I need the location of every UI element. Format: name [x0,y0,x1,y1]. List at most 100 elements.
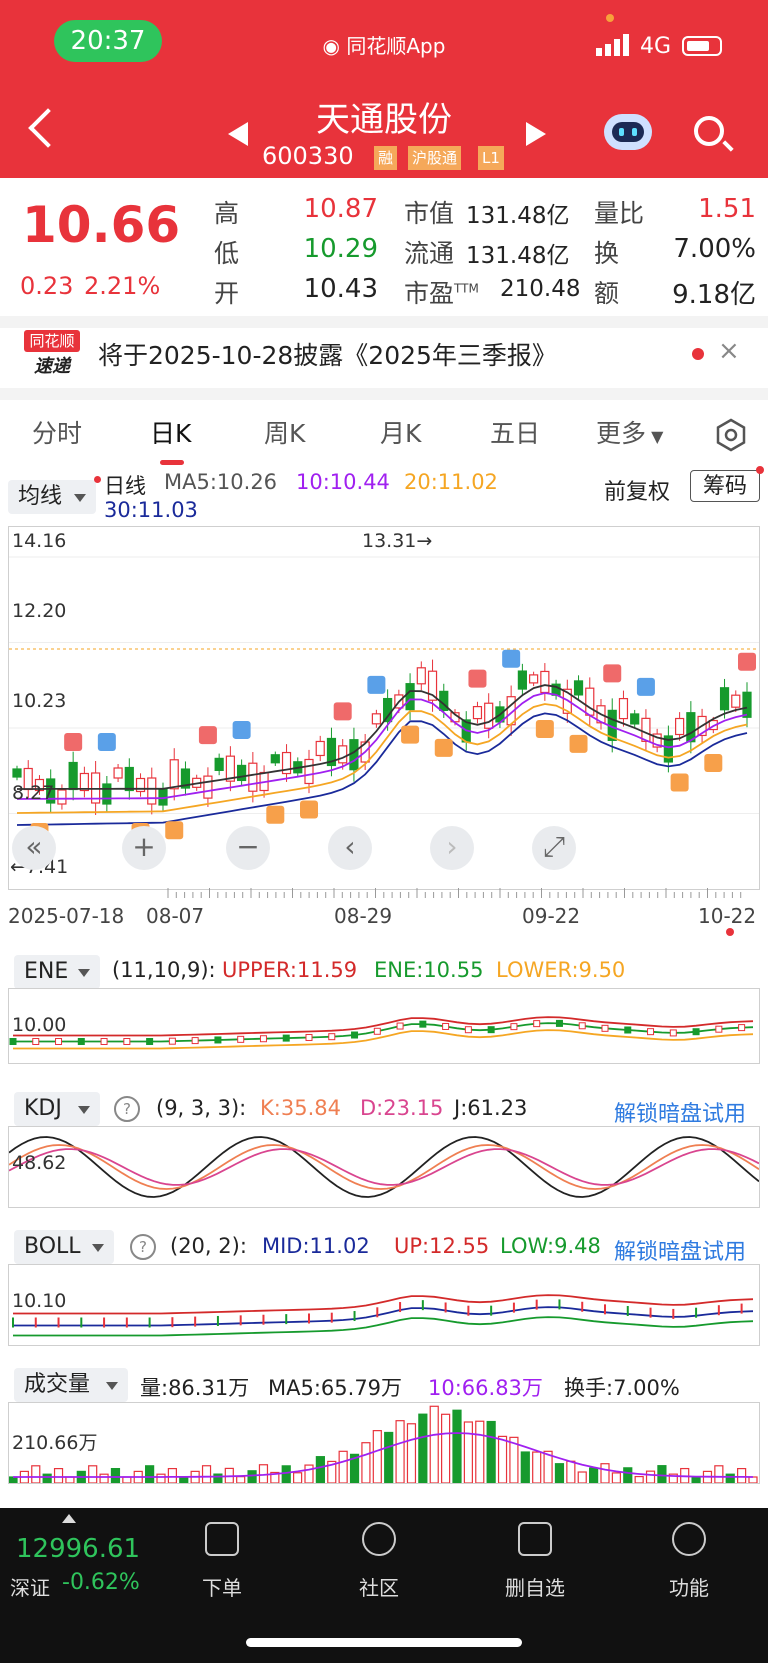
volume-select-label: 成交量 [24,1372,91,1397]
fullscreen-button[interactable]: ⤢ [532,826,576,870]
candle [248,762,258,792]
order-icon[interactable] [205,1522,239,1556]
signal-tag [232,720,251,739]
volume-bar [668,1473,678,1483]
volume-bar [31,1465,41,1483]
zoom-in-button[interactable]: + [122,826,166,870]
chip-button[interactable]: 筹码 [690,470,760,502]
expand-index-icon[interactable] [62,1514,76,1523]
value-amount: 9.18亿 [672,280,756,310]
signal-tag [670,773,689,792]
candle [540,670,550,694]
tab-more[interactable]: 更多 ▼ [596,414,663,450]
volume-bar [338,1450,348,1483]
scroll-left-button[interactable]: ‹ [328,826,372,870]
candle [641,717,651,742]
mic-indicator-dot [606,14,614,22]
signal-tag [434,738,453,757]
boll-chart[interactable] [8,1264,760,1346]
volume-bar [327,1460,337,1483]
volume-bar [725,1473,735,1483]
settings-hex-icon[interactable] [714,418,748,452]
boll-y-label: 10.10 [12,1290,67,1312]
remove-watchlist-icon[interactable] [518,1522,552,1556]
scroll-right-button[interactable]: › [430,826,474,870]
signal-tag [165,821,184,840]
menu-icon[interactable] [672,1522,706,1556]
help-icon[interactable]: ? [114,1096,140,1122]
ene-candle [214,1036,222,1044]
next-stock-icon[interactable] [526,122,546,146]
signal-tag [636,677,655,696]
chevron-down-icon [78,1106,90,1114]
double-chevron-left-icon: « [25,830,43,863]
candle [34,778,45,792]
tab-five-day[interactable]: 五日 [490,419,541,448]
ene-candle [464,1026,472,1034]
candle [349,739,359,771]
index-value[interactable]: 12996.61 [16,1534,141,1564]
tab-weekly-k[interactable]: 周K [264,419,306,448]
ene-candle [510,1023,518,1031]
kdj-select[interactable]: KDJ [14,1092,100,1126]
assistant-robot-icon[interactable] [604,114,652,150]
prev-stock-icon[interactable] [228,122,248,146]
index-name: 深证 [10,1576,50,1600]
notice-text[interactable]: 将于2025-10-28披露《2025年三季报》 [98,341,557,370]
ene-select[interactable]: ENE [14,955,100,989]
boll-select[interactable]: BOLL [14,1230,114,1264]
label-high: 高 [214,199,240,228]
tab-daily-k[interactable]: 日K [150,419,192,448]
adjust-mode[interactable]: 前复权 [604,480,671,505]
indicator-dot [94,476,101,483]
tab-underline [160,460,184,465]
kdj-k-line [9,1144,759,1190]
volume-chart[interactable] [8,1402,760,1484]
x-label: 10-22 [698,904,757,928]
indicator-select[interactable]: 均线 [8,480,96,514]
nav-remove-watchlist[interactable]: 删自选 [505,1576,565,1600]
volume-bar [145,1465,155,1483]
collapse-left-button[interactable]: « [12,826,56,870]
nav-functions[interactable]: 功能 [669,1576,709,1600]
volume-bar [361,1442,371,1483]
kdj-k: K:35.84 [260,1096,341,1120]
help-icon[interactable]: ? [130,1234,156,1260]
ene-candle [32,1038,40,1045]
value-vol-ratio: 1.51 [698,194,756,224]
legend-ma20: 20:11.02 [404,470,498,494]
ene-upper: UPPER:11.59 [222,958,358,982]
x-label: 08-07 [146,904,205,928]
candle [315,740,325,757]
zoom-out-button[interactable]: − [226,826,270,870]
kline-chart[interactable] [8,526,760,890]
ene-chart[interactable] [8,988,760,1064]
candle [304,758,314,785]
battery-icon [682,36,722,56]
volume-select[interactable]: 成交量 [14,1368,128,1402]
signal-tag [64,733,83,751]
kdj-j-line [9,1136,759,1198]
search-icon[interactable] [694,116,724,146]
community-icon[interactable] [362,1522,396,1556]
tab-monthly-k[interactable]: 月K [380,419,422,448]
close-icon[interactable]: × [718,336,740,366]
chevron-down-icon [106,1382,118,1390]
x-label: 2025-07-18 [8,904,125,928]
tab-intraday[interactable]: 分时 [32,419,83,448]
signal-tag [97,733,116,751]
ene-candle [168,1037,176,1045]
ene-candle [669,1029,677,1037]
nav-order[interactable]: 下单 [202,1576,242,1600]
ene-candle [55,1038,63,1045]
kdj-chart[interactable] [8,1126,760,1208]
label-pe-text: 市盈 [404,279,455,308]
volume-bar [384,1431,394,1483]
ene-candle [533,1020,541,1028]
notice-logo: 同花顺 速递 [24,330,80,378]
unlock-link[interactable]: 解锁暗盘试用 [614,1240,747,1265]
unlock-link[interactable]: 解锁暗盘试用 [614,1102,747,1127]
nav-community[interactable]: 社区 [359,1576,399,1600]
volume-bar [42,1473,52,1483]
volume-bar [543,1450,553,1483]
